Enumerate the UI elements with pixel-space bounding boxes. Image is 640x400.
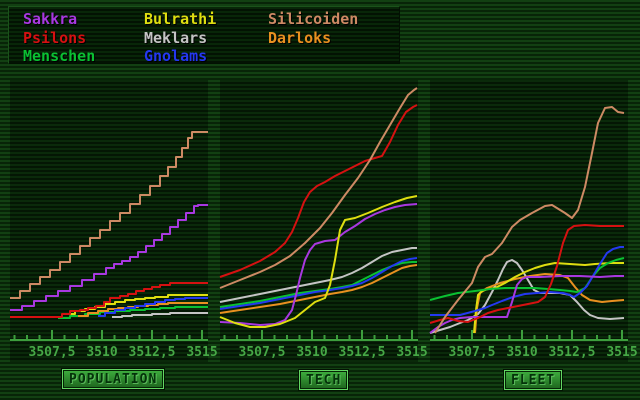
x-axis-label: 3507,5	[449, 345, 496, 360]
legend-item-psilons: Psilons	[23, 29, 87, 47]
population-chart: 3507,5 3510 3512,5 3515	[10, 80, 218, 362]
population-line-silicoiden	[10, 131, 208, 299]
population-badge: POPULATION	[62, 369, 165, 389]
legend-item-silicoiden: Silicoiden	[268, 10, 359, 28]
x-axis-label: 3515	[606, 345, 637, 360]
legend-item-meklars: Meklars	[144, 29, 208, 47]
fleet-line-sakkra	[429, 275, 624, 334]
tech-line-meklars	[219, 247, 417, 303]
tech-chart-svg: 3507,5 3510 3512,5 3515	[219, 87, 428, 360]
fleet-line-psilons	[429, 224, 624, 324]
legend-item-sakkra: Sakkra	[23, 10, 78, 28]
fleet-badge: FLEET	[504, 370, 563, 390]
population-line-psilons	[10, 282, 208, 318]
tech-badge: TECH	[299, 370, 349, 390]
fleet-line-silicoiden	[434, 106, 625, 334]
tech-line-darloks	[219, 264, 418, 314]
tech-line-bulrathi	[219, 195, 418, 328]
tech-line-psilons	[219, 104, 418, 278]
tech-line-silicoiden	[219, 87, 418, 289]
x-axis-label: 3510	[86, 345, 117, 360]
race-legend-panel: Sakkra Psilons Menschen Bulrathi Meklars Gnol…	[8, 6, 400, 64]
x-axis-label: 3515	[396, 345, 427, 360]
legend-item-menschen: Menschen	[23, 47, 96, 65]
population-line-meklars	[112, 312, 208, 318]
x-axis-label: 3512,5	[549, 345, 596, 360]
x-axis-label: 3510	[296, 345, 327, 360]
fleet-line-meklars	[429, 259, 625, 334]
fleet-chart-svg: 3507,5 3510 3512,5 3515	[429, 106, 638, 360]
tech-line-sakkra	[219, 203, 418, 326]
x-axis-label: 3510	[506, 345, 537, 360]
fleet-line-menschen	[429, 257, 625, 301]
population-line-sakkra	[10, 204, 208, 311]
fleet-line-bulrathi	[473, 262, 624, 334]
x-axis-label: 3507,5	[239, 345, 286, 360]
x-axis-label: 3512,5	[339, 345, 386, 360]
legend-item-darloks: Darloks	[268, 29, 332, 47]
fleet-chart: 3507,5 3510 3512,5 3515	[429, 80, 638, 362]
x-axis-label: 3512,5	[129, 345, 176, 360]
x-axis-label: 3507,5	[29, 345, 76, 360]
tech-line-gnolams	[219, 257, 418, 310]
fleet-line-gnolams	[430, 246, 624, 316]
tech-chart: 3507,5 3510 3512,5 3515	[219, 80, 428, 362]
x-axis-label: 3515	[186, 345, 217, 360]
legend-item-bulrathi: Bulrathi	[144, 10, 217, 28]
population-line-gnolams	[98, 297, 208, 317]
legend-item-gnolams: Gnolams	[144, 47, 208, 65]
population-chart-svg: 3507,5 3510 3512,5 3515	[10, 131, 218, 360]
